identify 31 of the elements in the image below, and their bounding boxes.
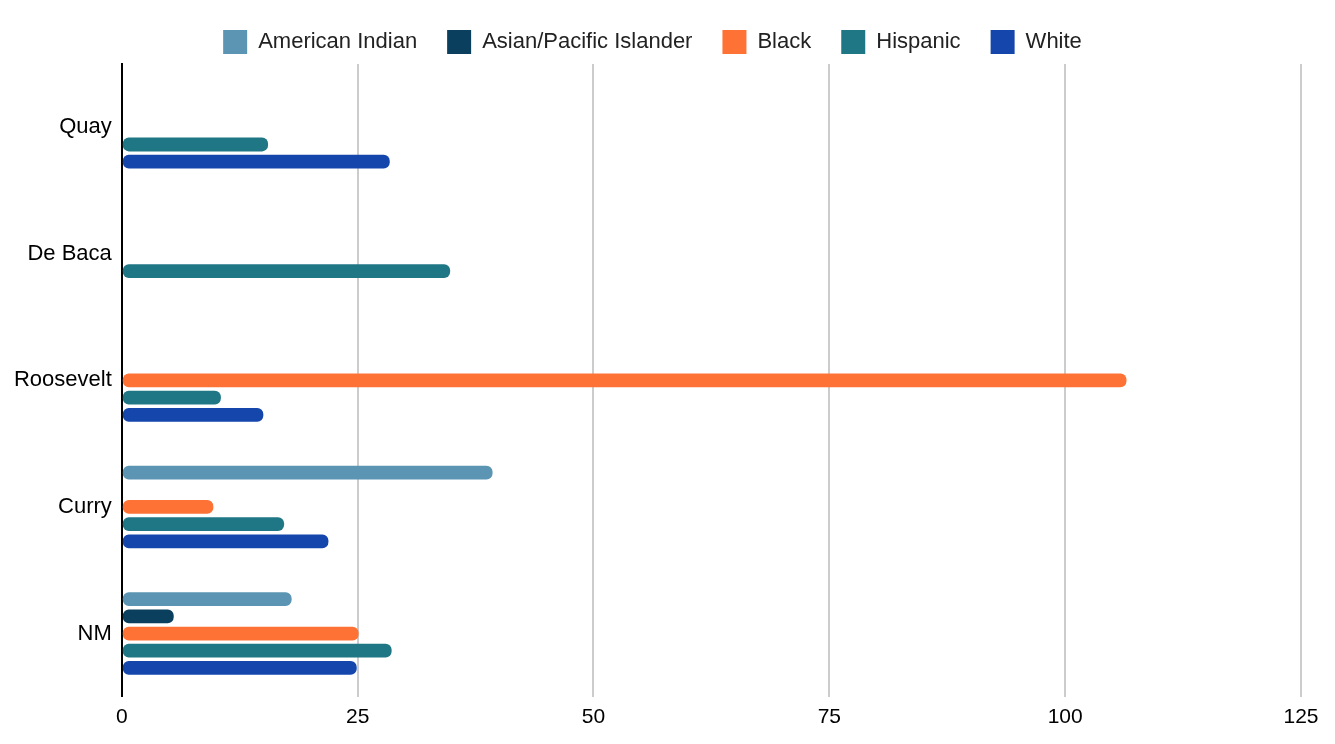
bar bbox=[122, 517, 285, 532]
bar bbox=[122, 373, 1127, 388]
y-tick-label: De Baca bbox=[27, 239, 113, 265]
x-tick-label: 75 bbox=[817, 704, 842, 728]
bar bbox=[122, 264, 451, 278]
y-tick-label: Curry bbox=[58, 493, 112, 519]
bar bbox=[122, 154, 390, 169]
bar bbox=[122, 500, 214, 514]
bar bbox=[122, 592, 292, 606]
bar bbox=[122, 661, 357, 675]
bar bbox=[122, 465, 493, 480]
x-tick-label: 100 bbox=[1047, 704, 1083, 728]
legend-label: Asian/Pacific Islander bbox=[482, 28, 693, 54]
y-tick-label: Roosevelt bbox=[13, 366, 112, 392]
bar bbox=[122, 534, 329, 549]
bar bbox=[122, 626, 359, 641]
legend-label: Hispanic bbox=[876, 28, 961, 54]
x-tick-label: 50 bbox=[581, 704, 606, 728]
bar bbox=[122, 407, 264, 422]
bar bbox=[122, 609, 174, 624]
y-tick-label: Quay bbox=[59, 113, 112, 139]
x-tick-label: 0 bbox=[115, 704, 128, 728]
bar bbox=[122, 643, 392, 658]
x-tick-label: 25 bbox=[345, 704, 370, 728]
legend-label: Black bbox=[757, 28, 813, 54]
legend-label: American Indian bbox=[258, 28, 418, 54]
legend-label: White bbox=[1025, 28, 1082, 54]
bar bbox=[122, 390, 221, 405]
y-tick-label: NM bbox=[77, 619, 112, 645]
bar bbox=[122, 137, 269, 152]
x-tick-label: 125 bbox=[1283, 704, 1319, 728]
